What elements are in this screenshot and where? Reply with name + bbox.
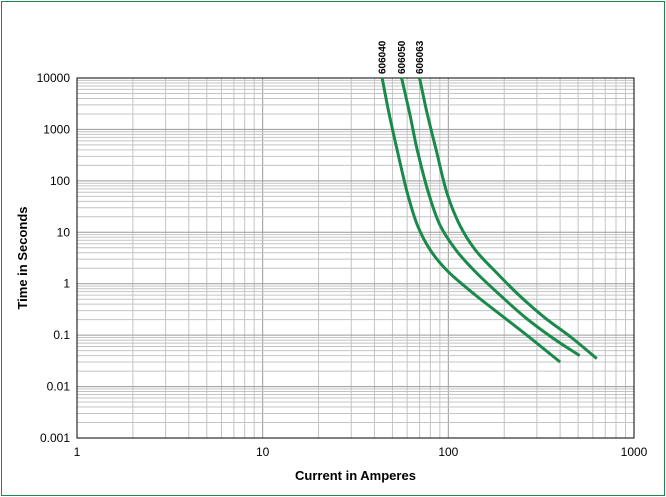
x-tick-label: 10 [256,445,270,459]
x-axis-title: Current in Amperes [295,468,416,483]
series-labels: 606040 606050 606063 [378,40,426,74]
x-tick-labels: 1 10 100 1000 [74,445,648,459]
x-tick-label: 1000 [621,445,648,459]
x-tick-label: 1 [74,445,81,459]
series-label-606050: 606050 [397,40,408,74]
y-tick-label: 0.1 [53,328,70,342]
y-tick-label: 10000 [37,71,71,85]
series-line-606040 [380,77,562,364]
y-tick-labels: 0.001 0.01 0.1 1 10 100 1000 10000 [37,71,71,445]
series-label-606040: 606040 [378,40,389,74]
series-line-606063 [418,77,598,360]
y-tick-label: 100 [50,174,70,188]
x-tick-label: 100 [438,445,458,459]
y-tick-label: 1000 [43,122,70,136]
series-label-606063: 606063 [415,40,426,74]
plot-area [76,77,635,439]
series-line-606050 [400,77,581,357]
y-tick-label: 0.01 [47,380,71,394]
series-lines [380,77,598,364]
plot-grid [76,78,634,439]
y-axis-title: Time in Seconds [15,206,30,309]
y-tick-label: 1 [63,277,70,291]
y-tick-label: 0.001 [40,431,70,445]
y-tick-label: 10 [57,225,71,239]
